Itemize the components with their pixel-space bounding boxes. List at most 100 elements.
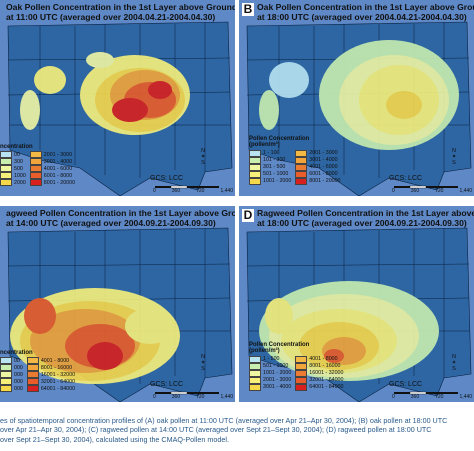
north-arrow-icon: N ✦ S [200, 354, 206, 372]
legend-label: 300 [14, 158, 23, 165]
legend-row: 1000 [0, 172, 26, 180]
panel-a-projection: GCS: LCC [150, 175, 184, 182]
legend-row: 1 - 100 [249, 149, 291, 157]
legend-label: 16001 - 32000 [40, 371, 76, 378]
legend-row: 64001 - 84000 [295, 383, 344, 391]
legend-label: 1000 [14, 172, 26, 179]
legend-swatch [0, 165, 12, 173]
legend-row: 3001 - 4000 [29, 158, 75, 166]
legend-row: 00 [0, 151, 26, 159]
caption-line-2: over Apr 21–Apr 30, 2004); (C) ragweed p… [0, 425, 432, 435]
legend-swatch [0, 378, 12, 386]
panel-d-ragweed-18utc: D Ragweed Pollen Concentration in the 1s… [239, 206, 474, 402]
legend-label: 3001 - 4000 [43, 158, 73, 165]
legend-row: 32001 - 64000 [295, 376, 343, 384]
scale-bar-icon [155, 391, 219, 395]
panel-a-legend: ncentration 00 300 500 1000 2000 2001 - 3000… [0, 144, 75, 187]
legend-swatch [295, 376, 308, 384]
legend-label: 4001 - 8000 [40, 357, 70, 364]
panel-b-legend: Pollen Concentration (pollen/m³) 1 - 100… [249, 136, 341, 185]
legend-swatch [249, 163, 261, 171]
scale-bar-icon [394, 185, 458, 189]
panel-d-legend-title: Pollen Concentration [249, 342, 310, 348]
legend-label: 32001 - 64000 [40, 378, 76, 385]
panel-d-legend-unit: (pollen/m³) [249, 348, 280, 355]
legend-row: 4001 - 8000 [295, 355, 343, 363]
legend-label: 1 - 500 [263, 356, 280, 363]
legend-swatch [249, 369, 261, 377]
legend-swatch [249, 362, 261, 370]
legend-label: 1001 - 2000 [263, 370, 292, 377]
legend-label: 64001 - 84000 [309, 384, 344, 391]
legend-label: 3001 - 4000 [263, 384, 292, 391]
legend-label: 64001 - 84000 [40, 385, 76, 392]
caption-line-3: over Sept 21–Sept 30, 2004), calculated … [0, 434, 229, 444]
panel-a-title-line1: Oak Pollen Concentration in the 1st Laye… [6, 2, 235, 12]
north-arrow-icon: N ✦ S [451, 354, 457, 372]
panel-c-projection: GCS: LCC [150, 381, 184, 388]
legend-swatch [26, 371, 39, 379]
legend-swatch [0, 151, 12, 159]
panel-b-letter: B [242, 2, 254, 16]
legend-label: 4001 - 6000 [43, 165, 73, 172]
legend-swatch [249, 376, 261, 384]
legend-row: 3001 - 4000 [295, 156, 340, 164]
panel-a-title: Oak Pollen Concentration in the 1st Laye… [6, 2, 235, 22]
panel-c-scale-ticks: 0 360 720 1,440 [153, 394, 233, 400]
legend-swatch [29, 158, 42, 166]
legend-row: 300 [0, 158, 26, 166]
legend-swatch [249, 149, 261, 157]
legend-label: 4001 - 6000 [309, 164, 338, 171]
north-arrow-icon: N ✦ S [451, 148, 457, 166]
legend-swatch [29, 172, 42, 180]
legend-row: 2000 [0, 179, 26, 187]
legend-swatch [249, 383, 261, 391]
legend-label: 501 - 1000 [263, 363, 289, 370]
legend-row: 000 [0, 378, 23, 386]
legend-row: 000 [0, 371, 23, 379]
legend-row: 4001 - 6000 [29, 165, 75, 173]
legend-row: 501 - 1000 [249, 362, 291, 370]
legend-label: 000 [14, 385, 23, 392]
legend-swatch [295, 156, 308, 164]
map-b [239, 0, 474, 196]
legend-row: 16001 - 32000 [295, 369, 343, 377]
panel-a-oak-11utc: Oak Pollen Concentration in the 1st Laye… [0, 0, 235, 196]
legend-swatch [295, 362, 308, 370]
legend-label: 2001 - 3000 [43, 151, 73, 158]
legend-label: 000 [14, 364, 23, 371]
legend-swatch [0, 158, 12, 166]
legend-swatch [249, 355, 261, 363]
legend-swatch [26, 364, 39, 372]
panel-b-legend-unit: (pollen/m³) [249, 142, 280, 149]
legend-label: 3001 - 4000 [309, 157, 338, 164]
map-a [0, 0, 235, 196]
caption-line-1: es of spatiotemporal concentration profi… [0, 416, 448, 425]
legend-swatch [295, 163, 308, 171]
scale-bar-icon [394, 391, 458, 395]
panel-c-legend-title: ncentration [0, 350, 33, 356]
legend-swatch [26, 357, 39, 365]
legend-row: 500 [0, 165, 26, 173]
legend-row: 8001 - 16000 [295, 362, 343, 370]
legend-swatch [295, 369, 308, 377]
panel-b-title-line1: Oak Pollen Concentration in the 1st Laye… [257, 2, 474, 12]
legend-swatch [29, 179, 42, 187]
legend-label: 500 [14, 165, 23, 172]
legend-row: 501 - 1000 [249, 170, 291, 178]
legend-row: 1001 - 2000 [249, 369, 292, 377]
legend-row: 2001 - 3000 [249, 376, 291, 384]
panel-c-ragweed-14utc: agweed Pollen Concentration in the 1st L… [0, 206, 235, 402]
legend-row: 301 - 500 [249, 163, 291, 171]
legend-label: 2000 [14, 179, 26, 186]
legend-swatch [295, 383, 308, 391]
legend-label: 4001 - 8000 [309, 356, 338, 363]
legend-label: 501 - 1000 [263, 171, 289, 178]
legend-label: 00 [14, 151, 20, 158]
legend-swatch [0, 172, 12, 180]
legend-swatch [29, 151, 42, 159]
legend-label: 8001 - 16000 [309, 363, 341, 370]
panel-d-legend: Pollen Concentration (pollen/m³) 1 - 500… [249, 342, 343, 391]
legend-label: 000 [14, 378, 23, 385]
legend-row: 32001 - 64000 [26, 378, 76, 386]
